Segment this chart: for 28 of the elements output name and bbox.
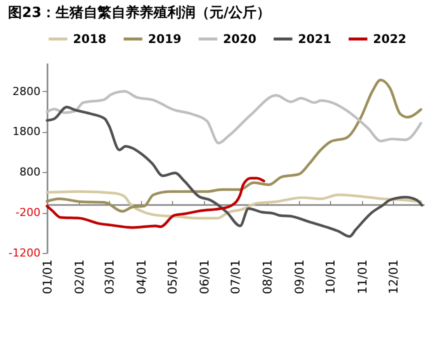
line-series: [46, 190, 422, 220]
legend-label: 2021: [298, 32, 332, 46]
x-tick-label: 12/01: [386, 260, 401, 294]
x-tick-label: 10/01: [324, 260, 338, 294]
line-series: [46, 176, 266, 229]
legend-label: 2018: [73, 32, 106, 46]
legend-label: 2022: [373, 32, 406, 46]
x-tick-label: 08/01: [260, 260, 275, 294]
line-series: [46, 106, 424, 238]
x-tick-label: 03/01: [102, 260, 116, 294]
x-tick-label: 06/01: [197, 260, 212, 294]
x-tick-label: 04/01: [134, 260, 148, 294]
x-tick-label: 11/01: [356, 260, 370, 294]
x-tick-label: 07/01: [228, 260, 242, 294]
chart-title: 图23：生猪自繁自养养殖利润（元/公斤）: [8, 4, 271, 21]
x-tick-label: 01/01: [40, 260, 54, 294]
y-tick-label: -200: [16, 206, 40, 220]
legend-label: 2019: [148, 32, 182, 46]
y-tick-label: 1800: [12, 125, 40, 138]
x-tick-label: 02/01: [72, 260, 87, 294]
line-series: [46, 90, 422, 144]
y-tick-label: 800: [20, 166, 40, 179]
x-tick-label: 09/01: [292, 260, 307, 294]
x-tick-label: 05/01: [165, 260, 180, 294]
line-series: [46, 78, 422, 213]
y-tick-label: 2800: [12, 84, 40, 98]
y-tick-label: -1200: [8, 246, 40, 260]
legend-label: 2020: [223, 32, 256, 46]
